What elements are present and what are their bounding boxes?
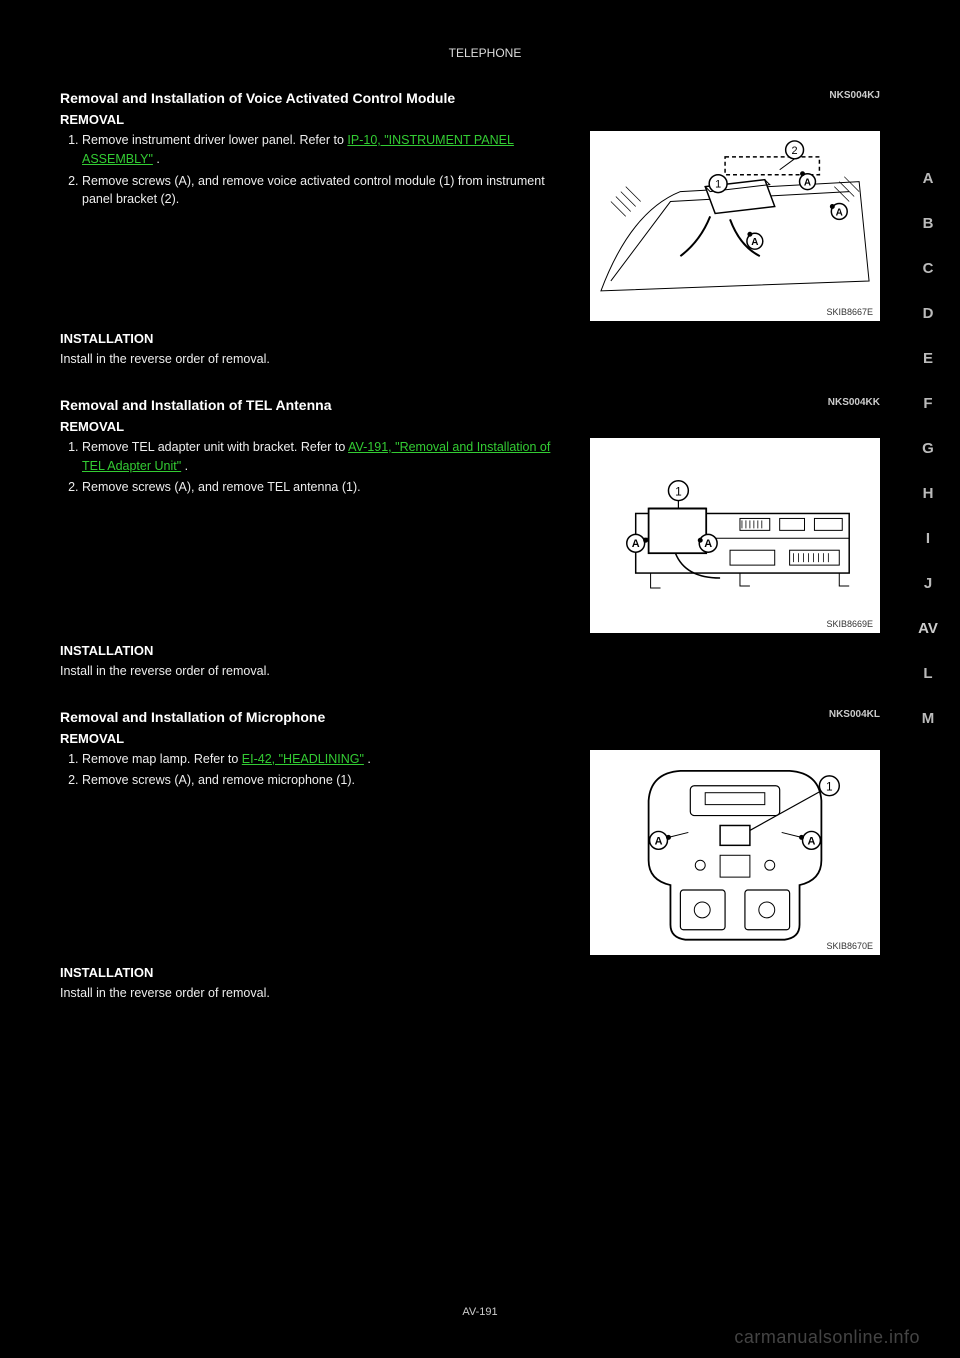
svg-text:2: 2	[792, 145, 798, 157]
svg-text:A: A	[751, 237, 758, 248]
heading-voice-unit: Removal and Installation of Voice Activa…	[60, 90, 880, 106]
figure-img-2: 1 A A SKIB8669E	[590, 438, 880, 633]
section-tel-antenna: Removal and Installation of TEL Antenna …	[60, 397, 880, 681]
diagram-tel-antenna: 1 A A	[591, 439, 879, 633]
figure-block-1: Remove instrument driver lower panel. Re…	[60, 131, 880, 321]
step-text: Remove instrument driver lower panel. Re…	[82, 133, 347, 147]
tab-l[interactable]: L	[914, 665, 942, 682]
svg-text:1: 1	[715, 179, 721, 191]
link-ei42[interactable]: EI-42, "HEADLINING"	[242, 752, 364, 766]
svg-text:1: 1	[675, 484, 682, 498]
tab-a[interactable]: A	[914, 170, 942, 187]
tab-m[interactable]: M	[914, 710, 942, 727]
subhead-removal-2: REMOVAL	[60, 419, 880, 434]
svg-text:A: A	[655, 835, 663, 847]
step-1-2: Remove screws (A), and remove voice acti…	[82, 172, 570, 210]
tab-j[interactable]: J	[914, 575, 942, 592]
section-voice-unit: Removal and Installation of Voice Activa…	[60, 90, 880, 369]
section-code: NKS004KJ	[829, 90, 880, 101]
heading-text: Removal and Installation of Voice Activa…	[60, 90, 455, 106]
heading-text: Removal and Installation of TEL Antenna	[60, 397, 331, 413]
install-text-3: Install in the reverse order of removal.	[60, 984, 880, 1003]
step-text-end: .	[181, 459, 188, 473]
step-text-end: .	[364, 752, 371, 766]
tab-d[interactable]: D	[914, 305, 942, 322]
page-number: AV-191	[462, 1306, 497, 1318]
tab-b[interactable]: B	[914, 215, 942, 232]
figure-img-3: 1 A A SKIB8670E	[590, 750, 880, 955]
tab-g[interactable]: G	[914, 440, 942, 457]
tab-f[interactable]: F	[914, 395, 942, 412]
figure-text-1: Remove instrument driver lower panel. Re…	[60, 131, 570, 212]
heading-microphone: Removal and Installation of Microphone N…	[60, 709, 880, 725]
diagram-voice-module: 2 1 A A A	[591, 132, 879, 321]
watermark: carmanualsonline.info	[734, 1327, 920, 1348]
section-microphone: Removal and Installation of Microphone N…	[60, 709, 880, 1003]
step-text: Remove map lamp. Refer to	[82, 752, 242, 766]
svg-text:A: A	[836, 207, 843, 218]
figure-block-2: Remove TEL adapter unit with bracket. Re…	[60, 438, 880, 633]
side-tabs: A B C D E F G H I J AV L M	[914, 170, 942, 727]
tab-c[interactable]: C	[914, 260, 942, 277]
tab-i[interactable]: I	[914, 530, 942, 547]
tab-av[interactable]: AV	[914, 620, 942, 637]
figure-img-1: 2 1 A A A	[590, 131, 880, 321]
subhead-install-3: INSTALLATION	[60, 965, 880, 980]
page-title: TELEPHONE	[60, 46, 910, 60]
step-3-1: Remove map lamp. Refer to EI-42, "HEADLI…	[82, 750, 570, 769]
tab-h[interactable]: H	[914, 485, 942, 502]
step-1-1: Remove instrument driver lower panel. Re…	[82, 131, 570, 169]
figure-block-3: Remove map lamp. Refer to EI-42, "HEADLI…	[60, 750, 880, 955]
subhead-removal-3: REMOVAL	[60, 731, 880, 746]
figure-text-3: Remove map lamp. Refer to EI-42, "HEADLI…	[60, 750, 570, 794]
subhead-install-2: INSTALLATION	[60, 643, 880, 658]
svg-text:A: A	[704, 538, 712, 550]
svg-text:A: A	[632, 538, 640, 550]
heading-text: Removal and Installation of Microphone	[60, 709, 325, 725]
section-code: NKS004KK	[828, 397, 880, 408]
install-text-2: Install in the reverse order of removal.	[60, 662, 880, 681]
step-text: Remove TEL adapter unit with bracket. Re…	[82, 440, 348, 454]
step-3-2: Remove screws (A), and remove microphone…	[82, 771, 570, 790]
step-2-2: Remove screws (A), and remove TEL antenn…	[82, 478, 570, 497]
svg-text:A: A	[808, 835, 816, 847]
step-text-end: .	[153, 152, 160, 166]
page-container: TELEPHONE Removal and Installation of Vo…	[0, 0, 960, 1358]
svg-text:A: A	[804, 178, 811, 189]
install-text-1: Install in the reverse order of removal.	[60, 350, 880, 369]
subhead-removal-1: REMOVAL	[60, 112, 880, 127]
figure-label-3: SKIB8670E	[826, 941, 873, 951]
figure-text-2: Remove TEL adapter unit with bracket. Re…	[60, 438, 570, 500]
heading-tel-antenna: Removal and Installation of TEL Antenna …	[60, 397, 880, 413]
figure-label-2: SKIB8669E	[826, 619, 873, 629]
tab-e[interactable]: E	[914, 350, 942, 367]
figure-label-1: SKIB8667E	[826, 307, 873, 317]
subhead-install-1: INSTALLATION	[60, 331, 880, 346]
svg-text:1: 1	[826, 779, 833, 793]
step-2-1: Remove TEL adapter unit with bracket. Re…	[82, 438, 570, 476]
diagram-microphone: 1 A A	[591, 751, 879, 955]
section-code: NKS004KL	[829, 709, 880, 720]
